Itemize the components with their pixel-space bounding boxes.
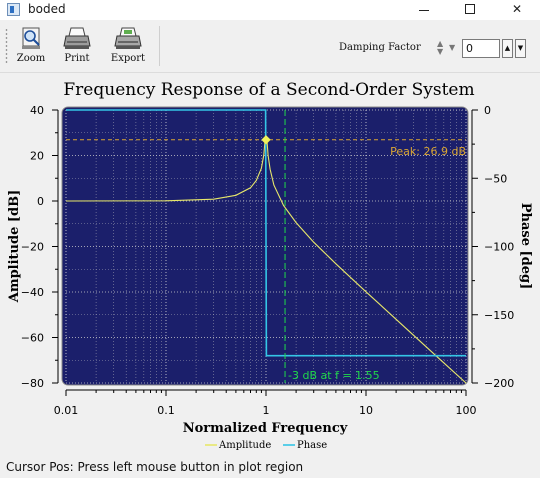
x-tick-label: 0.01: [54, 404, 79, 417]
maximize-button[interactable]: [448, 0, 494, 20]
zoom-button[interactable]: Zoom: [9, 27, 53, 71]
spin-down-small-icon: ▼: [437, 47, 444, 56]
minimize-button[interactable]: [402, 0, 448, 20]
printer-export-icon: [114, 27, 142, 49]
y-left-tick-label: −20: [21, 241, 44, 254]
x-tick-label: 0.1: [157, 404, 175, 417]
chevron-down-icon: ▼: [517, 44, 524, 52]
legend-label-phase: Phase: [297, 440, 327, 451]
y-left-tick-label: 20: [30, 150, 44, 163]
y-axis-right-label: Phase [deg]: [518, 203, 533, 290]
maximize-icon: [465, 4, 475, 14]
damping-decrement-button[interactable]: ▼: [515, 39, 526, 58]
x-tick-label: 100: [456, 404, 477, 417]
peak-marker-label: Peak: 26.9 dB: [390, 145, 466, 158]
export-label: Export: [110, 53, 146, 64]
close-icon: ✕: [511, 2, 523, 16]
window-title: boded: [28, 2, 66, 16]
y-right-tick-label: −50: [484, 172, 507, 185]
magnifier-icon: [22, 27, 40, 49]
markers: Peak: 26.9 dB -3 dB at f = 1.55: [66, 110, 466, 383]
spin-up-small-icon: ▲: [437, 39, 444, 48]
y-axis-left-label: Amplitude [dB]: [7, 190, 22, 304]
chart-title: Frequency Response of a Second-Order Sys…: [63, 80, 474, 100]
status-bar: Cursor Pos: Press left mouse button in p…: [0, 458, 540, 478]
minimize-icon: [419, 10, 429, 11]
series-line-amplitude: [65, 139, 467, 384]
print-label: Print: [64, 53, 90, 64]
app-icon: [7, 3, 20, 16]
y-right-tick-label: −150: [484, 309, 514, 322]
cutoff-marker-label: -3 dB at f = 1.55: [288, 369, 380, 382]
y-left-tick-label: −60: [21, 332, 44, 345]
x-axis-label: Normalized Frequency: [183, 421, 348, 436]
chevron-up-icon: ▲: [504, 44, 511, 52]
zoom-label: Zoom: [16, 53, 46, 64]
dropdown-small-icon: ▼: [449, 43, 456, 52]
title-bar: boded ✕: [0, 0, 540, 20]
damping-increment-button[interactable]: ▲: [502, 39, 513, 58]
y-left-tick-label: −40: [21, 286, 44, 299]
damping-factor-input[interactable]: 0: [462, 39, 500, 58]
printer-icon: [63, 27, 91, 49]
bode-chart[interactable]: Frequency Response of a Second-Order Sys…: [0, 72, 540, 460]
damping-factor-label: Damping Factor: [339, 42, 421, 53]
axis-ticks: 40 20 0 −20 −40 −60 −80 0 −50 −100 −150 −200 0.01 0.1…: [21, 104, 514, 417]
y-left-tick-label: 40: [30, 104, 44, 117]
x-tick-label: 1: [263, 404, 270, 417]
toolbar-separator: [159, 26, 160, 66]
y-left-tick-label: −80: [21, 377, 44, 390]
y-right-tick-label: 0: [484, 104, 491, 117]
x-tick-label: 10: [359, 404, 373, 417]
legend-label-amplitude: Amplitude: [218, 440, 271, 451]
legend: Amplitude Phase: [205, 440, 327, 451]
cursor-position-text: Cursor Pos: Press left mouse button in p…: [6, 460, 304, 474]
toolbar: Zoom Print Export Damping Factor ▲ ▼ ▼ 0…: [0, 20, 540, 73]
toolbar-grip[interactable]: [5, 28, 8, 64]
close-button[interactable]: ✕: [494, 0, 540, 20]
export-button[interactable]: Export: [106, 27, 150, 71]
series: [65, 109, 467, 384]
plot-canvas[interactable]: [61, 106, 469, 386]
peak-marker-symbol: [261, 135, 271, 145]
y-right-tick-label: −100: [484, 241, 514, 254]
y-left-tick-label: 0: [37, 195, 44, 208]
damping-arrows[interactable]: ▲ ▼ ▼: [435, 39, 459, 57]
plot-area[interactable]: Frequency Response of a Second-Order Sys…: [0, 72, 540, 460]
series-line-phase: [66, 109, 466, 357]
y-right-tick-label: −200: [484, 377, 514, 390]
print-button[interactable]: Print: [55, 27, 99, 71]
